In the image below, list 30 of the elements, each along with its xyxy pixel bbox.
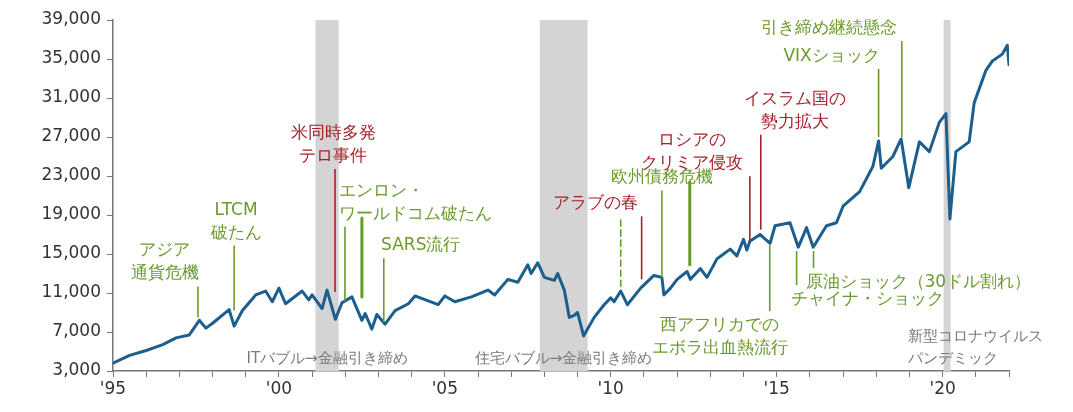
annotation: LTCM破たん — [209, 198, 262, 242]
x-tick-label: '20 — [929, 377, 956, 398]
annotation: 西アフリカでのエボラ出血熱流行 — [651, 314, 788, 358]
x-tick-label: '10 — [597, 377, 624, 398]
annotation: アジア通貨危機 — [130, 239, 199, 283]
annotation: 原油ショック（30ドル割れ） — [805, 271, 1032, 292]
x-tick-label: '05 — [431, 377, 459, 398]
band-label: 住宅バブル→金融引き締め — [473, 349, 653, 367]
y-tick-label: 31,000 — [41, 86, 101, 107]
annotation: SARS流行 — [381, 234, 461, 255]
y-tick-label: 7,000 — [52, 320, 101, 341]
annotation: エンロン・ワールドコム破たん — [338, 179, 492, 223]
y-tick-label: 35,000 — [41, 47, 101, 68]
x-tick-label: '00 — [265, 377, 293, 398]
y-tick-label: 39,000 — [41, 8, 101, 29]
annotation: VIXショック — [783, 45, 880, 65]
y-tick-label: 15,000 — [41, 242, 101, 263]
y-tick-label: 11,000 — [41, 281, 101, 302]
annotation: 引き締め継続懸念 — [760, 17, 897, 37]
annotation: アラブの春 — [553, 192, 639, 213]
annotation: 米同時多発テロ事件 — [290, 122, 376, 166]
x-tick-label: '95 — [99, 377, 127, 398]
y-tick-label: 27,000 — [41, 125, 101, 146]
x-tick-label: '15 — [763, 377, 790, 398]
y-tick-label: 23,000 — [41, 164, 101, 185]
band-label: 新型コロナウイルスパンデミック — [906, 327, 1043, 367]
y-tick-label: 3,000 — [52, 359, 101, 380]
band-label: ITバブル→金融引き締め — [246, 349, 408, 367]
y-tick-label: 19,000 — [41, 203, 101, 224]
annotation: イスラム国の勢力拡大 — [743, 87, 846, 131]
